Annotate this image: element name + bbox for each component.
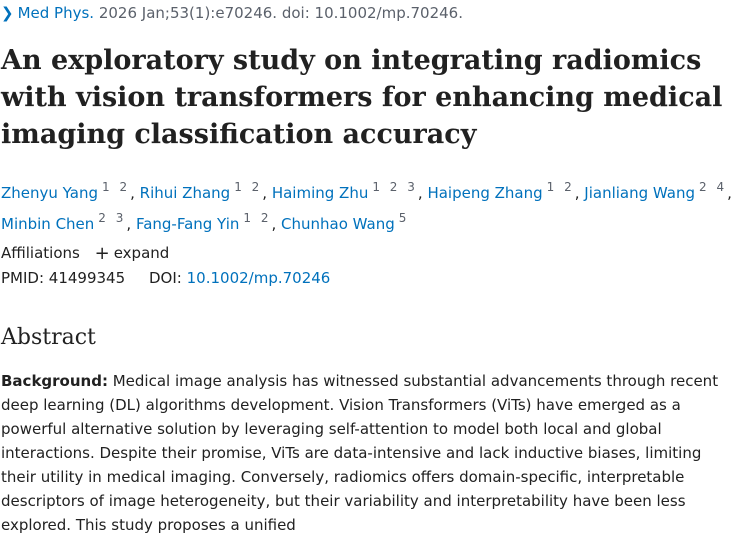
affiliation-numbers[interactable]: 2 4 bbox=[699, 180, 728, 194]
author-link[interactable]: Rihui Zhang 1 2 bbox=[139, 180, 263, 202]
abstract-paragraph: Background: Medical image analysis has w… bbox=[1, 369, 741, 537]
author-link[interactable]: Zhenyu Yang 1 2 bbox=[1, 180, 131, 202]
author-link[interactable]: Haiming Zhu 1 2 3 bbox=[271, 180, 418, 202]
journal-link[interactable]: Med Phys. bbox=[17, 4, 95, 22]
author-link[interactable]: Haipeng Zhang 1 2 bbox=[427, 180, 575, 202]
author-link[interactable]: Minbin Chen 2 3 bbox=[1, 211, 127, 233]
affiliations-label: Affiliations bbox=[1, 244, 80, 262]
doi-link[interactable]: 10.1002/mp.70246 bbox=[186, 269, 331, 287]
chevron-right-icon[interactable]: ❯ bbox=[1, 4, 14, 22]
citation-details: 2026 Jan;53(1):e70246. doi: 10.1002/mp.7… bbox=[98, 4, 463, 22]
abstract-heading: Abstract bbox=[1, 325, 96, 350]
background-text: Medical image analysis has witnessed sub… bbox=[1, 372, 719, 534]
affiliation-numbers[interactable]: 5 bbox=[398, 211, 410, 225]
affiliation-numbers[interactable]: 1 2 bbox=[102, 180, 131, 194]
pmid-value: 41499345 bbox=[48, 269, 126, 287]
citation-line: ❯ Med Phys. 2026 Jan;53(1):e70246. doi: 1… bbox=[1, 4, 463, 22]
affiliation-numbers[interactable]: 1 2 3 bbox=[372, 180, 418, 194]
affiliation-numbers[interactable]: 2 3 bbox=[98, 211, 127, 225]
expand-affiliations-button[interactable]: + expand bbox=[94, 243, 170, 264]
affiliation-numbers[interactable]: 1 2 bbox=[234, 180, 263, 194]
article-title: An exploratory study on integrating radi… bbox=[1, 45, 723, 150]
affiliations-row: Affiliations + expand bbox=[1, 242, 170, 264]
background-label: Background: bbox=[1, 372, 108, 390]
author-link[interactable]: Fang-Fang Yin 1 2 bbox=[135, 211, 272, 233]
doi-label: DOI: bbox=[149, 269, 182, 287]
plus-icon: + bbox=[94, 243, 110, 264]
author-link[interactable]: Chunhao Wang 5 bbox=[281, 211, 410, 233]
affiliation-numbers[interactable]: 1 2 bbox=[243, 211, 272, 225]
author-link[interactable]: Jianliang Wang 2 4 bbox=[584, 180, 728, 202]
pmid-label: PMID: bbox=[1, 269, 45, 287]
author-list: Zhenyu Yang 1 2, Rihui Zhang 1 2, Haiming … bbox=[1, 180, 732, 233]
affiliation-numbers[interactable]: 1 2 bbox=[546, 180, 575, 194]
identifiers-row: PMID: 41499345 DOI: 10.1002/mp.70246 bbox=[1, 269, 330, 287]
